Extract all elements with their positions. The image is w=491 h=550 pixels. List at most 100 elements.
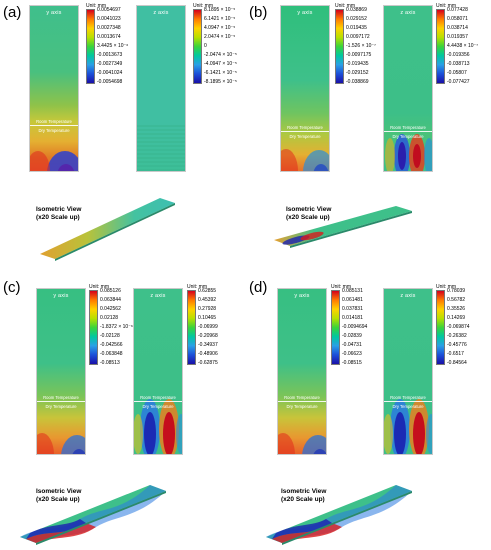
z-axis-contour: z axis Room Temperature Dry Temperature [133, 288, 183, 455]
tick-label: -0.0097175 [346, 52, 372, 58]
tick-label: 0.077428 [447, 7, 468, 13]
temperature-divider [37, 401, 85, 402]
room-temperature-label: Room Temperature [140, 395, 176, 400]
tick-label: 0.0054697 [97, 7, 121, 13]
tick-label: 0.038869 [346, 7, 367, 13]
tick-label: 0.27928 [198, 306, 217, 312]
tick-label: -0.029152 [346, 70, 369, 76]
dry-temperature-label: Dry Temperature [392, 134, 424, 139]
panel-c: (c) y axis Room Temperature Dry Temperat… [0, 275, 245, 550]
isometric-view-line1: Isometric View [36, 206, 82, 213]
isometric-plate [40, 198, 175, 261]
room-temperature-label: Room Temperature [43, 395, 79, 400]
panel-b: (b) y axis Room Temperature Dry Temperat… [246, 0, 491, 275]
z-contour-detail [385, 134, 432, 171]
z-axis-contour: z axis Room Temperature Dry Temperature [383, 5, 433, 172]
tick-label: -0.077427 [447, 79, 470, 85]
y-contour-detail [30, 151, 78, 171]
z-axis-label: z axis [400, 10, 416, 16]
tick-label: -0.84564 [447, 360, 467, 366]
tick-label: -0.063848 [100, 351, 123, 357]
tick-label: -0.06623 [342, 351, 362, 357]
panel-label: (b) [249, 4, 268, 21]
tick-label: -0.019435 [346, 61, 369, 67]
y-contour-detail [37, 433, 85, 454]
tick-label: -0.08515 [342, 360, 362, 366]
tick-label: -0.6517 [447, 351, 464, 357]
tick-label: 0.0097172 [346, 34, 370, 40]
z-colorbar [193, 9, 202, 84]
isometric-view-line1: Isometric View [281, 488, 327, 495]
y-unit-label: Unit: mm [86, 3, 106, 9]
y-axis-label: y axis [53, 293, 69, 299]
isometric-view-line2: (x20 Scale up) [36, 214, 80, 221]
isometric-view-line1: Isometric View [36, 488, 82, 495]
tick-label: 3.4425 × 10⁻⁶ [97, 43, 129, 49]
tick-label: -0.0027349 [97, 61, 123, 67]
tick-label: -0.04731 [342, 342, 362, 348]
y-colorbar [331, 290, 340, 365]
room-temperature-label: Room Temperature [390, 395, 426, 400]
dry-temperature-label: Dry Temperature [142, 404, 174, 409]
room-temperature-label: Room Temperature [390, 125, 426, 130]
panel-label: (d) [249, 279, 268, 296]
isometric-view-line2: (x20 Scale up) [281, 496, 325, 503]
z-unit-label: Unit: mm [193, 3, 213, 9]
isometric-view-line1: Isometric View [286, 206, 332, 213]
y-colorbar [89, 290, 98, 365]
tick-label: -0.26382 [447, 333, 467, 339]
tick-label: 0.037831 [342, 306, 363, 312]
tick-label: -0.48906 [198, 351, 218, 357]
dry-temperature-label: Dry Temperature [286, 404, 318, 409]
y-axis-contour: y axis Room Temperature Dry Temperature [280, 5, 330, 172]
temperature-divider [384, 131, 432, 132]
z-axis-contour: z axis [136, 5, 186, 172]
tick-label: 0.038714 [447, 25, 468, 31]
temperature-divider [384, 401, 432, 402]
tick-label: 0.56782 [447, 297, 466, 303]
y-unit-label: Unit: mm [335, 3, 355, 9]
tick-label: -1.526 × 10⁻⁷ [346, 43, 376, 49]
panel-d: (d) y axis Room Temperature Dry Temperat… [246, 275, 491, 550]
tick-label: -0.038869 [346, 79, 369, 85]
dry-temperature-label: Dry Temperature [392, 404, 424, 409]
z-axis-label: z axis [400, 293, 416, 299]
tick-label: -0.042566 [100, 342, 123, 348]
tick-label: 0.014181 [342, 315, 363, 321]
tick-label: -2.0474 × 10⁻⁵ [204, 52, 237, 58]
z-contour-detail [384, 399, 432, 454]
tick-label: 0.35526 [447, 306, 466, 312]
z-colorbar [187, 290, 196, 365]
dry-temperature-label: Dry Temperature [289, 134, 321, 139]
tick-label: -6.1421 × 10⁻⁵ [204, 70, 237, 76]
tick-label: 0.019357 [447, 34, 468, 40]
y-unit-label: Unit: mm [331, 284, 351, 290]
panel-label: (a) [3, 4, 22, 21]
y-colorbar [86, 9, 95, 84]
z-colorbar [436, 9, 445, 84]
y-axis-contour: y axis Room Temperature Dry Temperature [277, 288, 327, 455]
tick-label: -0.019356 [447, 52, 470, 58]
tick-label: 0.063844 [100, 297, 121, 303]
tick-label: -0.45776 [447, 342, 467, 348]
tick-label: -0.05807 [447, 70, 467, 76]
tick-label: -0.06999 [198, 324, 218, 330]
room-temperature-label: Room Temperature [36, 119, 72, 124]
tick-label: 0.62855 [198, 288, 217, 294]
isometric-view-title: Isometric View (x20 Scale up) [286, 206, 331, 222]
temperature-divider [281, 131, 329, 132]
tick-label: 2.0474 × 10⁻⁵ [204, 34, 236, 40]
isometric-plate [20, 485, 166, 545]
tick-label: -4.0947 × 10⁻⁵ [204, 61, 237, 67]
tick-label: -0.0013673 [97, 52, 123, 58]
z-axis-label: z axis [153, 10, 169, 16]
y-axis-label: y axis [46, 10, 62, 16]
tick-label: -0.34937 [198, 342, 218, 348]
tick-label: -0.20968 [198, 333, 218, 339]
tick-label: 0.061481 [342, 297, 363, 303]
tick-label: 0.02128 [100, 315, 119, 321]
y-axis-label: y axis [297, 10, 313, 16]
tick-label: 8.1895 × 10⁻⁵ [204, 7, 236, 13]
z-contour-bands [137, 125, 185, 171]
y-axis-contour: y axis Room Temperature Dry Temperature [29, 5, 79, 172]
